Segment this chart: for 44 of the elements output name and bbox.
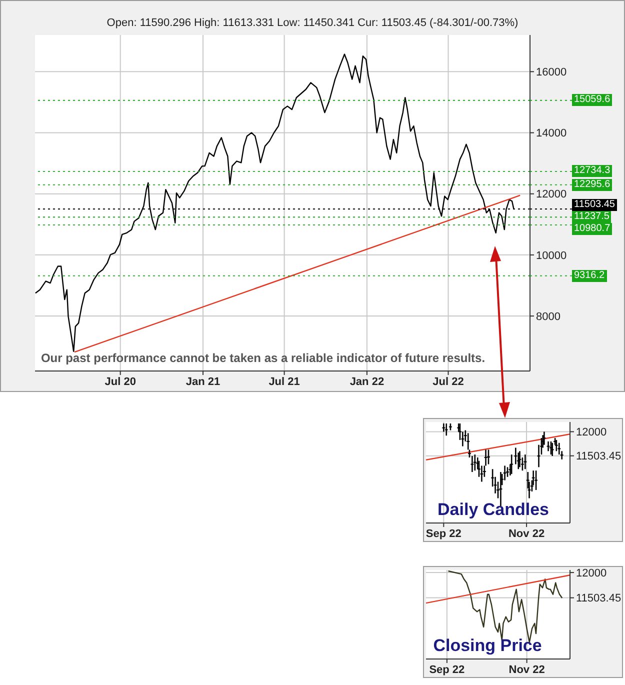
y-tick-label: 12000 (576, 567, 607, 580)
ref-line-label: 15059.6 (572, 94, 612, 106)
candlestick (510, 454, 514, 475)
ref-line-label: 11237.5 (572, 211, 612, 224)
ref-line-label: 9316.2 (572, 270, 607, 282)
chart-subtitle: Open: 11590.296 High: 11613.331 Low: 11450.341 Cur: 11503.45 (-84.301/-00.73%) (106, 17, 520, 29)
x-tick-label: Nov 22 (508, 664, 545, 676)
y-tick-label: 16000 (536, 66, 567, 79)
candlestick (506, 466, 510, 478)
candlestick (514, 447, 518, 465)
candlestick (473, 454, 476, 472)
x-tick-label: Jul 20 (104, 376, 136, 388)
candlestick (480, 465, 484, 482)
y-tick-label: 8000 (536, 310, 560, 323)
ref-line-label: 12295.6 (572, 178, 612, 191)
x-tick-label: Jul 21 (268, 376, 300, 388)
y-tick-label: 12000 (536, 188, 567, 201)
candlestick (534, 470, 538, 491)
candlestick (486, 449, 490, 465)
x-tick-label: Sep 22 (429, 664, 465, 676)
candlestick (546, 440, 550, 452)
x-tick-label: Jul 22 (432, 376, 464, 388)
x-tick-label: Jan 22 (350, 376, 384, 388)
annotation: Closing Price (433, 636, 542, 656)
candlestick (524, 454, 527, 470)
annotation: Our past performance cannot be taken as a reliable indicator of future results. (40, 351, 486, 365)
ref-line-label: 10980.7 (572, 223, 612, 236)
candlestick (482, 465, 486, 478)
y-tick-label: 11503.45 (576, 450, 622, 463)
candlestick (518, 450, 522, 468)
annotation: Daily Candles (438, 500, 550, 520)
candlestick (503, 465, 506, 481)
y-tick-label: 11503.45 (576, 592, 622, 605)
ref-line-label: 12734.3 (572, 165, 612, 178)
y-tick-label: 10000 (536, 250, 567, 262)
candlestick (558, 442, 561, 456)
candlestick (444, 422, 448, 436)
y-tick-label: 14000 (536, 128, 567, 140)
x-tick-label: Nov 22 (508, 528, 545, 540)
candlestick (442, 422, 446, 432)
x-tick-label: Sep 22 (426, 528, 462, 540)
candlestick (550, 442, 554, 457)
y-tick-label: 12000 (576, 426, 607, 439)
x-tick-label: Jan 21 (186, 376, 220, 388)
